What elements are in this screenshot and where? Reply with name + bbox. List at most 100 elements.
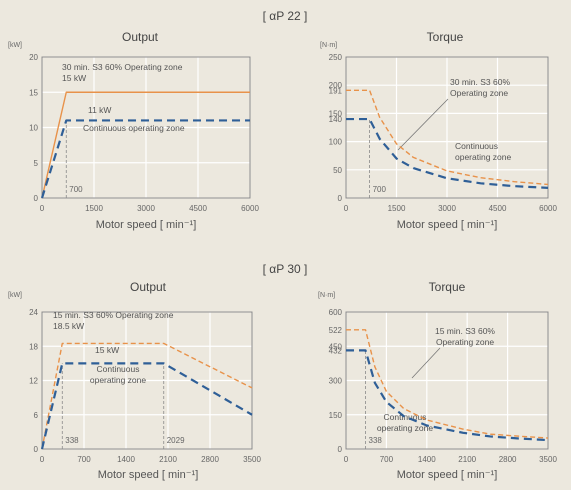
series-continuous-line: [40, 119, 250, 199]
y-tick-label: 50: [333, 166, 342, 175]
grid: [345, 311, 549, 450]
y-tick-label: 5: [34, 159, 39, 168]
x-tick-label: 6000: [539, 204, 557, 213]
x-tick-label: 3000: [438, 204, 456, 213]
grid: [345, 56, 549, 199]
x-tick-label: 2800: [499, 455, 517, 464]
continuous-zone-label-2: operating zone: [90, 375, 147, 385]
y-tick-label: 0: [338, 194, 343, 203]
chart-ap30-output: Output [kW] Motor speed [ min⁻¹] 15 min.…: [8, 280, 261, 481]
s3-rating-label: 15 kW: [62, 73, 86, 83]
s3-zone-label: 15 min. S3 60%: [435, 326, 495, 336]
chart-ap22-torque: Torque [N·m] Motor speed [ min⁻¹] 30 min…: [320, 30, 557, 231]
x-tick-label: 3000: [137, 204, 155, 213]
continuous-zone-label: Continuous: [383, 412, 426, 422]
series-continuous-line: [346, 349, 549, 442]
s3-leader-line: [411, 347, 441, 379]
x-axis-label: Motor speed [ min⁻¹]: [397, 469, 498, 481]
y-tick-label: 24: [29, 308, 38, 317]
x-tick-label: 1500: [85, 204, 103, 213]
x-tick-label: 6000: [241, 204, 259, 213]
y-value-label: 191: [329, 86, 343, 95]
y-value-label: 140: [329, 115, 343, 124]
section-title-ap30: [ αP 30 ]: [263, 262, 308, 276]
y-value-label: 522: [329, 326, 343, 335]
y-tick-label: 0: [34, 194, 39, 203]
series-s3-line: [41, 342, 253, 450]
x-tick-label: 3500: [243, 455, 261, 464]
speed-marker-label: 700: [373, 185, 387, 194]
x-axis-label: Motor speed [ min⁻¹]: [397, 219, 498, 231]
y-tick-label: 300: [329, 377, 343, 386]
chart-title: Torque: [427, 30, 464, 44]
section-title-ap22: [ αP 22 ]: [263, 9, 308, 23]
y-unit-label: [kW]: [8, 292, 22, 299]
y-tick-label: 15: [29, 88, 38, 97]
y-tick-label: 0: [338, 445, 343, 454]
chart-ap30-torque: Torque [N·m] Motor speed [ min⁻¹] 15 min…: [318, 280, 557, 481]
plot-frame: [41, 56, 251, 199]
s3-zone-label-2: Operating zone: [450, 88, 508, 98]
x-tick-label: 4500: [189, 204, 207, 213]
y-tick-label: 12: [29, 377, 38, 386]
continuous-zone-label: Continuous operating zone: [83, 123, 185, 133]
x-tick-label: 2100: [159, 455, 177, 464]
s3-zone-label-2: Operating zone: [436, 337, 494, 347]
continuous-zone-label: Continuous: [96, 364, 139, 374]
y-tick-label: 10: [29, 124, 38, 133]
continuous-zone-label-2: operating zone: [455, 152, 512, 162]
x-tick-label: 3500: [539, 455, 557, 464]
continuous-zone-label: Continuous: [455, 141, 498, 151]
x-tick-label: 1400: [117, 455, 135, 464]
plot-frame: [345, 56, 549, 199]
continuous-rating-label: 15 kW: [95, 345, 119, 355]
y-unit-label: [kW]: [8, 42, 22, 49]
x-tick-label: 1400: [418, 455, 436, 464]
series-s3-line: [346, 89, 549, 186]
series-s3-line: [346, 329, 549, 439]
s3-zone-label: 15 min. S3 60% Operating zone: [53, 310, 174, 320]
s3-leader-line: [397, 98, 449, 151]
y-tick-label: 250: [329, 53, 343, 62]
y-tick-label: 100: [329, 138, 343, 147]
y-tick-label: 20: [29, 53, 38, 62]
x-tick-label: 0: [344, 204, 349, 213]
y-tick-label: 6: [34, 411, 39, 420]
x-tick-label: 700: [77, 455, 91, 464]
x-tick-label: 2100: [458, 455, 476, 464]
y-tick-label: 200: [329, 81, 343, 90]
y-tick-label: 450: [329, 342, 343, 351]
plot-frame: [41, 311, 253, 450]
grid: [41, 311, 253, 450]
chart-ap22-output: Output [kW] Motor speed [ min⁻¹] 30 min.…: [8, 30, 259, 231]
continuous-rating-label: 11 kW: [88, 105, 111, 115]
y-value-label: 432: [329, 346, 343, 355]
x-tick-label: 1500: [388, 204, 406, 213]
speed-marker-label: 2029: [167, 436, 185, 445]
y-tick-label: 150: [329, 109, 343, 118]
s3-rating-label: 18.5 kW: [53, 321, 84, 331]
x-tick-label: 0: [40, 204, 45, 213]
x-tick-label: 4500: [489, 204, 507, 213]
y-tick-label: 18: [29, 342, 38, 351]
series-s3-line: [41, 91, 250, 199]
y-tick-label: 150: [329, 411, 343, 420]
speed-marker-label: 338: [369, 436, 383, 445]
x-axis-label: Motor speed [ min⁻¹]: [98, 469, 199, 481]
plot-frame: [345, 311, 549, 450]
chart-title: Output: [122, 30, 159, 44]
s3-zone-label: 30 min. S3 60%: [450, 77, 510, 87]
series-continuous-line: [40, 362, 253, 450]
s3-zone-label: 30 min. S3 60% Operating zone: [62, 62, 183, 72]
series-continuous-line: [346, 117, 549, 189]
speed-marker-label: 338: [65, 436, 79, 445]
x-tick-label: 700: [380, 455, 394, 464]
x-tick-label: 0: [344, 455, 349, 464]
x-tick-label: 2800: [201, 455, 219, 464]
x-tick-label: 0: [40, 455, 45, 464]
y-tick-label: 600: [329, 308, 343, 317]
y-tick-label: 0: [34, 445, 39, 454]
y-unit-label: [N·m]: [318, 292, 335, 299]
chart-title: Torque: [429, 280, 466, 294]
speed-marker-label: 700: [69, 185, 83, 194]
